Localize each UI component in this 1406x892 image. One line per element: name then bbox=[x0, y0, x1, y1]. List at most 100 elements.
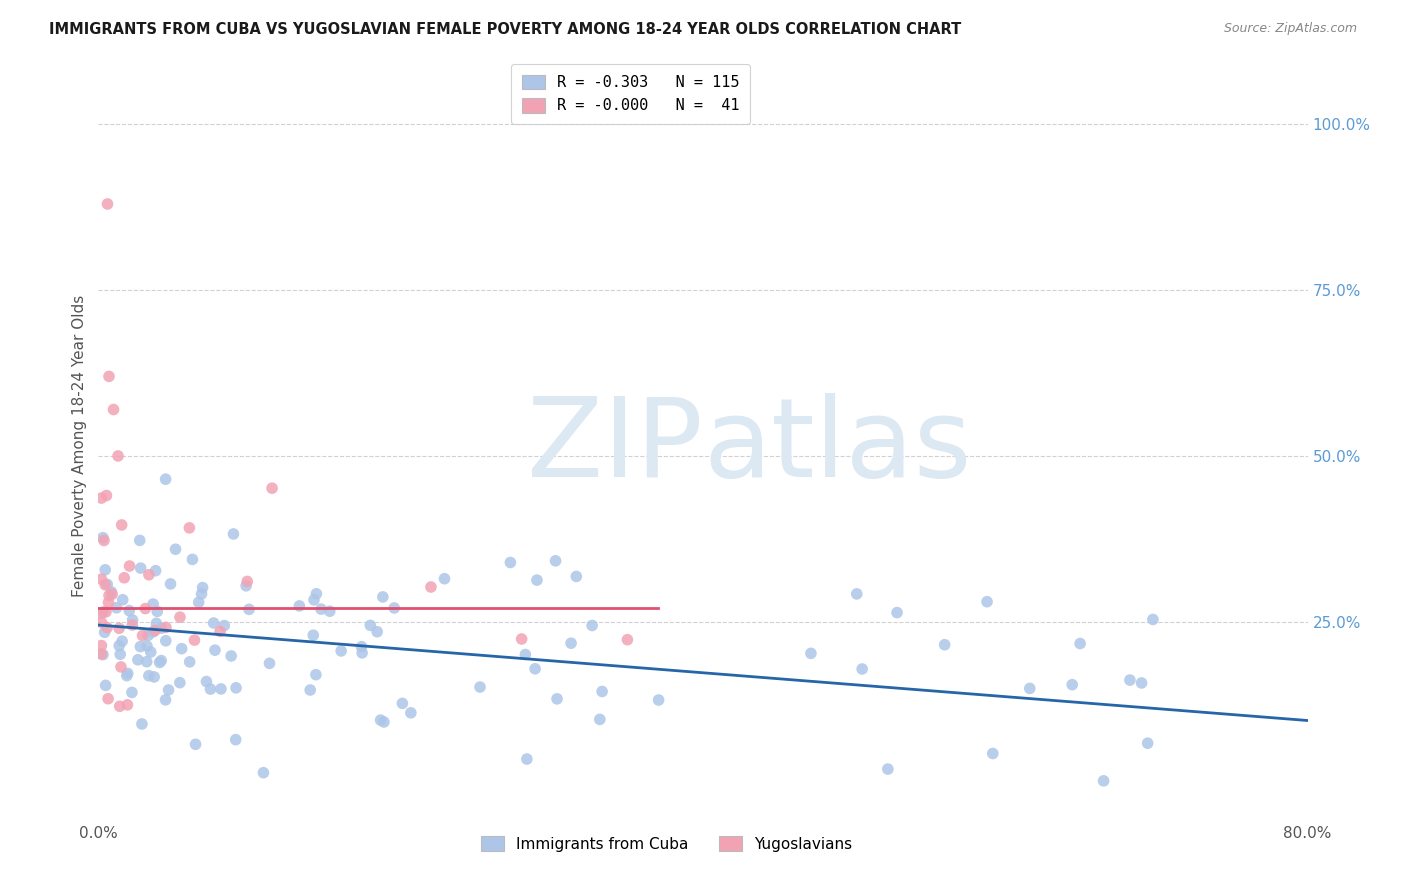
Point bbox=[134, 601, 156, 615]
Point bbox=[115, 668, 138, 682]
Point bbox=[129, 561, 152, 575]
Point bbox=[121, 618, 143, 632]
Point bbox=[876, 762, 898, 776]
Point bbox=[90, 647, 112, 661]
Point bbox=[128, 533, 150, 548]
Point bbox=[129, 640, 152, 654]
Point bbox=[155, 620, 177, 634]
Point bbox=[204, 643, 226, 657]
Point bbox=[299, 683, 322, 698]
Point bbox=[366, 624, 388, 639]
Point bbox=[90, 572, 112, 586]
Point bbox=[135, 655, 157, 669]
Point bbox=[169, 675, 191, 690]
Point bbox=[391, 697, 413, 711]
Point bbox=[202, 615, 225, 630]
Point bbox=[288, 599, 311, 613]
Legend: Immigrants from Cuba, Yugoslavians: Immigrants from Cuba, Yugoslavians bbox=[475, 830, 859, 858]
Point bbox=[93, 533, 115, 548]
Point bbox=[305, 587, 328, 601]
Point bbox=[111, 592, 134, 607]
Point bbox=[589, 712, 612, 726]
Point bbox=[94, 678, 117, 692]
Point bbox=[108, 621, 131, 635]
Point bbox=[98, 369, 121, 384]
Point bbox=[647, 693, 669, 707]
Point bbox=[90, 491, 112, 505]
Point bbox=[371, 590, 394, 604]
Point bbox=[117, 698, 139, 712]
Point bbox=[1069, 636, 1091, 650]
Point bbox=[468, 680, 491, 694]
Point bbox=[131, 717, 153, 731]
Point bbox=[142, 624, 165, 639]
Point bbox=[90, 639, 112, 653]
Point bbox=[236, 574, 259, 589]
Point bbox=[1136, 736, 1159, 750]
Point bbox=[131, 628, 153, 642]
Point bbox=[96, 621, 118, 635]
Point bbox=[97, 691, 120, 706]
Point bbox=[136, 628, 159, 642]
Point bbox=[1130, 676, 1153, 690]
Point bbox=[252, 765, 274, 780]
Y-axis label: Female Poverty Among 18-24 Year Olds: Female Poverty Among 18-24 Year Olds bbox=[72, 295, 87, 597]
Point bbox=[200, 682, 222, 697]
Point bbox=[565, 569, 588, 583]
Point bbox=[159, 577, 181, 591]
Text: atlas: atlas bbox=[703, 392, 972, 500]
Point bbox=[359, 618, 381, 632]
Point bbox=[157, 683, 180, 698]
Point bbox=[238, 602, 260, 616]
Point bbox=[851, 662, 873, 676]
Point bbox=[235, 579, 257, 593]
Point bbox=[981, 747, 1004, 761]
Point bbox=[302, 628, 325, 642]
Point bbox=[155, 472, 177, 486]
Point bbox=[165, 542, 187, 557]
Point bbox=[499, 556, 522, 570]
Point bbox=[350, 640, 373, 654]
Point bbox=[591, 684, 613, 698]
Point bbox=[138, 567, 160, 582]
Point bbox=[118, 559, 141, 574]
Point bbox=[103, 402, 125, 417]
Point bbox=[1018, 681, 1040, 696]
Point bbox=[94, 578, 117, 592]
Point bbox=[96, 577, 118, 591]
Point bbox=[330, 644, 353, 658]
Point bbox=[136, 639, 159, 653]
Point bbox=[262, 481, 284, 495]
Point bbox=[302, 593, 325, 607]
Point bbox=[111, 518, 134, 533]
Point bbox=[94, 605, 117, 619]
Point bbox=[149, 656, 172, 670]
Point bbox=[209, 681, 232, 696]
Point bbox=[91, 531, 114, 545]
Point bbox=[110, 660, 132, 674]
Point bbox=[143, 624, 166, 638]
Point bbox=[183, 633, 205, 648]
Point bbox=[169, 610, 191, 624]
Point bbox=[544, 554, 567, 568]
Point bbox=[107, 449, 129, 463]
Point bbox=[225, 681, 247, 695]
Point bbox=[181, 552, 204, 566]
Point bbox=[370, 713, 392, 727]
Point bbox=[90, 607, 112, 621]
Point bbox=[934, 638, 956, 652]
Point bbox=[373, 714, 395, 729]
Point bbox=[105, 600, 128, 615]
Point bbox=[616, 632, 638, 647]
Point bbox=[526, 573, 548, 587]
Point bbox=[90, 615, 112, 630]
Point bbox=[976, 595, 998, 609]
Point bbox=[305, 667, 328, 681]
Point bbox=[420, 580, 443, 594]
Point bbox=[560, 636, 582, 650]
Point bbox=[309, 602, 332, 616]
Point bbox=[111, 634, 134, 648]
Point bbox=[214, 618, 236, 632]
Point bbox=[127, 653, 149, 667]
Point bbox=[91, 648, 114, 662]
